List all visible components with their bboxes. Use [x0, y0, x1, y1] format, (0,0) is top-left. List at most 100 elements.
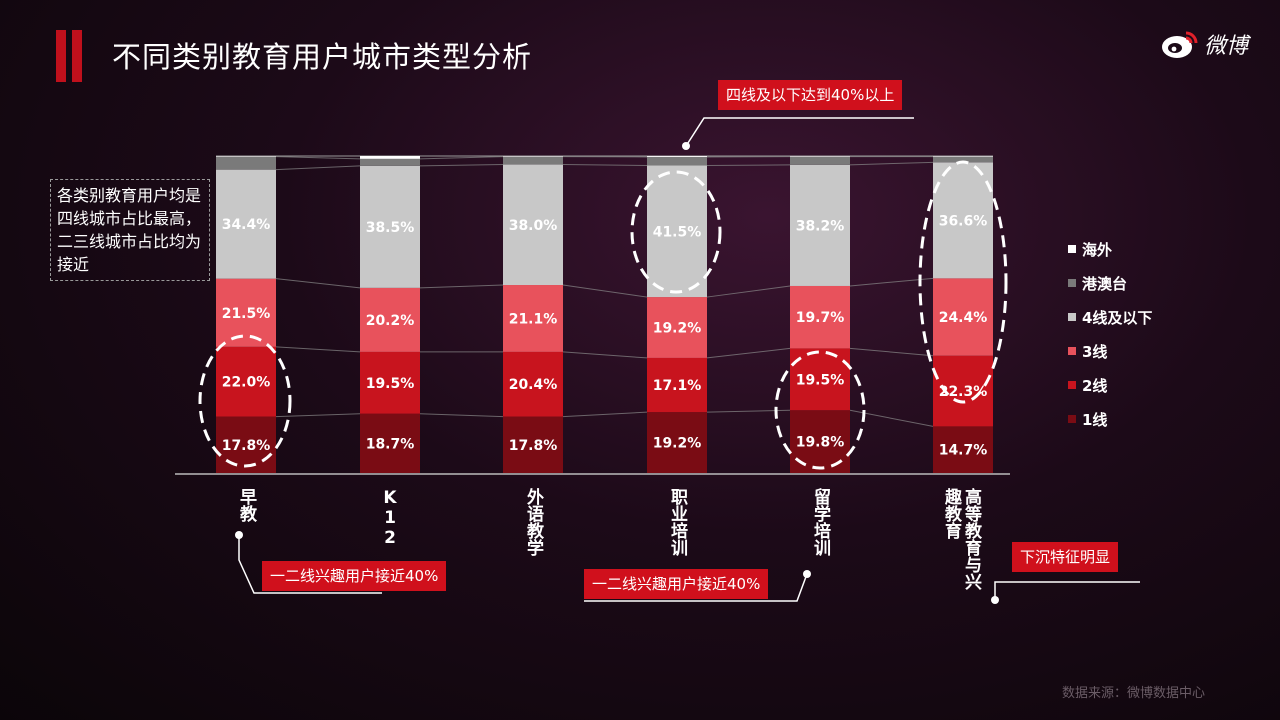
bar-segment [647, 165, 707, 298]
bar-data-label: 19.5% [796, 372, 845, 388]
bar-data-label: 19.2% [653, 320, 702, 336]
page-title: 不同类别教育用户城市类型分析 [112, 40, 533, 74]
bar-data-label: 20.4% [509, 377, 558, 393]
legend-label: 3线 [1082, 342, 1108, 361]
bar-data-label: 17.8% [222, 438, 271, 454]
bar-segment [503, 285, 563, 352]
bar-segment [933, 162, 993, 279]
bar-data-label: 18.7% [366, 436, 415, 452]
bar-segment [647, 156, 707, 157]
bar-connector-line [562, 284, 648, 298]
x-tick-label: 外语教学 [523, 488, 543, 556]
legend-item: 1线 [1068, 402, 1152, 436]
bar-segment [216, 156, 276, 157]
bar-segment [360, 413, 420, 473]
bar-segment [933, 278, 993, 356]
bar-connector-line [419, 413, 504, 418]
bar-segment [933, 156, 993, 163]
legend-item: 海外 [1068, 232, 1152, 266]
legend-item: 4线及以下 [1068, 300, 1152, 334]
bar-data-label: 36.6% [939, 213, 988, 229]
bar-data-label: 20.2% [366, 313, 415, 329]
bar-data-label: 22.0% [222, 375, 271, 391]
callout-middle: 一二线兴趣用户接近40% [584, 569, 769, 599]
weibo-eye-icon [1162, 31, 1198, 58]
bar-data-label: 21.1% [509, 311, 558, 327]
legend-swatch [1068, 279, 1076, 287]
bar-segment [790, 156, 850, 165]
callout-top: 四线及以下达到40%以上 [718, 80, 903, 110]
bar-segment [647, 297, 707, 358]
x-tick-label: 留学培训 [810, 488, 830, 556]
bar-segment [503, 351, 563, 417]
bar-segment [360, 165, 420, 288]
bar-segment [503, 164, 563, 286]
bar-segment [216, 169, 276, 279]
bar-connector-line [562, 411, 648, 418]
bar-data-label: 19.5% [366, 376, 415, 392]
bar-data-label: 24.4% [939, 310, 988, 326]
bar-data-label: 34.4% [222, 217, 271, 233]
bar-segment [216, 156, 276, 170]
bar-connector-line [706, 409, 791, 413]
bar-data-label: 19.7% [796, 310, 845, 326]
bar-connector-line [419, 156, 504, 160]
weibo-logo: 微博 [1160, 28, 1248, 60]
bar-connector-line [562, 164, 648, 167]
bar-segment [216, 278, 276, 347]
bar-segment [647, 156, 707, 166]
bar-data-label: 38.0% [509, 218, 558, 234]
bar-data-label: 19.2% [653, 436, 702, 452]
x-tick-label: 职业培训 [667, 488, 687, 556]
bar-segment [503, 416, 563, 473]
bar-segment [790, 285, 850, 349]
bar-segment [360, 287, 420, 352]
legend-swatch [1068, 313, 1076, 321]
bar-segment [360, 158, 420, 166]
bar-connector-line [706, 285, 791, 298]
callout-leader-line [238, 535, 382, 594]
bar-connector-line [849, 347, 934, 357]
legend-swatch [1068, 415, 1076, 423]
legend-label: 4线及以下 [1082, 308, 1153, 327]
bar-data-label: 19.8% [796, 435, 845, 451]
legend-label: 海外 [1082, 240, 1113, 259]
legend-item: 港澳台 [1068, 266, 1152, 300]
highlight-ellipse [198, 334, 292, 468]
callout-leader-line [994, 581, 1140, 600]
legend-item: 3线 [1068, 334, 1152, 368]
bar-connector-line [275, 413, 361, 418]
bar-connector-line [706, 164, 791, 167]
bar-connector-line [562, 351, 648, 359]
logo-text: 微博 [1204, 34, 1249, 59]
bar-segment [933, 156, 993, 157]
bar-segment [360, 156, 420, 159]
bar-connector-line [419, 284, 504, 289]
bar-segment [647, 357, 707, 413]
bar-connector-line [419, 164, 504, 167]
bar-connector-line [275, 278, 361, 289]
bar-connector-line [706, 347, 791, 359]
x-tick-label: 高等教育与兴趣教育 [941, 488, 981, 590]
legend-label: 1线 [1082, 410, 1108, 429]
callout-leader-dot [803, 570, 811, 578]
bar-segment [216, 346, 276, 417]
bar-segment [790, 164, 850, 286]
note-box: 各类别教育用户均是四线城市占比最高，二三线城市占比均为接近 [50, 179, 210, 281]
bar-data-label: 38.5% [366, 220, 415, 236]
legend-swatch [1068, 347, 1076, 355]
bar-connector-line [849, 161, 934, 166]
bar-segment [933, 426, 993, 473]
bar-data-label: 14.7% [939, 443, 988, 459]
callout-leader-line [685, 117, 914, 147]
highlight-ellipse [630, 170, 722, 294]
x-tick-label: K12 [380, 488, 400, 548]
highlight-ellipse [918, 160, 1008, 404]
chart-legend: 海外 港澳台 4线及以下 3线 2线 1线 [1068, 232, 1152, 436]
bar-segment [503, 156, 563, 157]
callout-leader-dot [991, 596, 999, 604]
legend-item: 2线 [1068, 368, 1152, 402]
bar-connector-line [275, 346, 361, 353]
data-source: 数据来源：微博数据中心 [1062, 686, 1206, 701]
